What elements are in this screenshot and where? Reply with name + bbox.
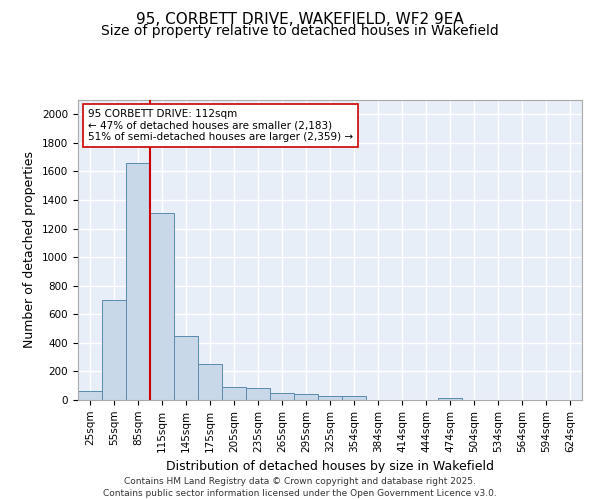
Bar <box>246 388 270 400</box>
Bar <box>270 393 294 400</box>
Bar <box>126 163 150 400</box>
X-axis label: Distribution of detached houses by size in Wakefield: Distribution of detached houses by size … <box>166 460 494 473</box>
Bar <box>318 396 342 400</box>
Bar <box>102 300 126 400</box>
Text: 95 CORBETT DRIVE: 112sqm
← 47% of detached houses are smaller (2,183)
51% of sem: 95 CORBETT DRIVE: 112sqm ← 47% of detach… <box>88 109 353 142</box>
Bar <box>78 390 102 400</box>
Bar <box>150 213 174 400</box>
Bar <box>438 398 462 400</box>
Bar <box>294 394 318 400</box>
Y-axis label: Number of detached properties: Number of detached properties <box>23 152 37 348</box>
Text: 95, CORBETT DRIVE, WAKEFIELD, WF2 9EA: 95, CORBETT DRIVE, WAKEFIELD, WF2 9EA <box>136 12 464 28</box>
Bar <box>342 396 366 400</box>
Bar <box>174 336 198 400</box>
Bar <box>198 364 222 400</box>
Text: Size of property relative to detached houses in Wakefield: Size of property relative to detached ho… <box>101 24 499 38</box>
Bar <box>222 387 246 400</box>
Text: Contains HM Land Registry data © Crown copyright and database right 2025.
Contai: Contains HM Land Registry data © Crown c… <box>103 476 497 498</box>
